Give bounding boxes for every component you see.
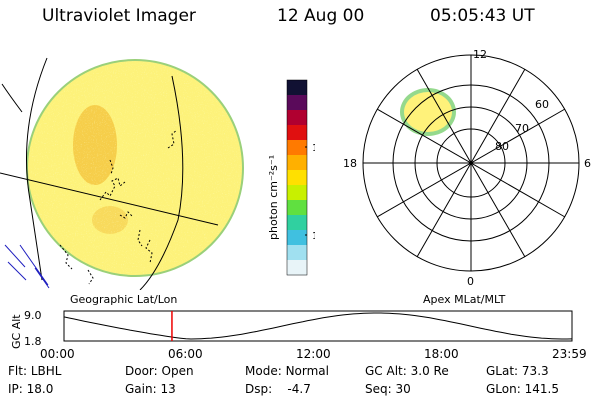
info-seq-value: 30 (395, 382, 411, 396)
time-label: 05:05:43 UT (430, 6, 535, 26)
time-tick-2: 12:00 (296, 347, 331, 361)
colorbar-stripe (287, 260, 307, 276)
altitude-curve (63, 312, 573, 340)
info-mode-label: Mode: (245, 364, 282, 378)
polar-panel-label: Apex MLat/MLT (423, 293, 506, 306)
colorbar-tick-10: 10 (312, 231, 315, 242)
mlat-label-70: 70 (515, 122, 529, 135)
info-gain-value: 13 (160, 382, 176, 396)
colorbar-stripe (287, 110, 307, 126)
info-flt-value: LBHL (30, 364, 62, 378)
info-door: Door: Open (125, 364, 194, 378)
mlat-label-60: 60 (535, 98, 549, 111)
info-gcalt: GC Alt: 3.0 Re (365, 364, 449, 378)
mlt-label-18: 18 (343, 157, 357, 170)
date-label: 12 Aug 00 (277, 6, 365, 26)
time-tick-4: 23:59 (552, 347, 587, 361)
time-tick-0: 00:00 (40, 347, 75, 361)
geo-panel-label: Geographic Lat/Lon (70, 293, 178, 306)
info-gcalt-value: 3.0 Re (410, 364, 449, 378)
colorbar-tick-100: 100 (312, 143, 315, 154)
alt-axis-title: GC Alt (10, 314, 23, 349)
colorbar-stripe (287, 230, 307, 246)
info-glat-value: 73.3 (521, 364, 549, 378)
info-gain-label: Gain: (125, 382, 157, 396)
polar-mlat-mlt-plot: 12 0 18 6 60 70 80 (343, 48, 591, 288)
info-glon: GLon: 141.5 (486, 382, 559, 396)
altitude-timeline-plot: GC Alt 9.0 1.8 00:00 06:00 12:00 18:00 2… (10, 309, 587, 361)
mlat-label-80: 80 (495, 140, 509, 153)
info-glat-label: GLat: (486, 364, 519, 378)
colorbar-stripe (287, 170, 307, 186)
colorbar-stripe (287, 95, 307, 111)
colorbar-stripe (287, 125, 307, 141)
instrument-title: Ultraviolet Imager (42, 6, 196, 26)
info-flt: Flt: LBHL (8, 364, 61, 378)
time-tick-1: 06:00 (168, 347, 203, 361)
earth-disk-image (0, 57, 244, 290)
info-mode: Mode: Normal (245, 364, 329, 378)
colorbar-stripe (287, 215, 307, 231)
info-flt-label: Flt: (8, 364, 27, 378)
alt-tick-low: 1.8 (24, 335, 42, 348)
colorbar-stripe (287, 140, 307, 156)
colorbar-stripe (287, 245, 307, 261)
colorbar-stripe (287, 200, 307, 216)
intensity-colorbar: 100 10 photon cm⁻²s⁻¹ (267, 79, 315, 276)
info-ip-label: IP: (8, 382, 23, 396)
colorbar-stripe (287, 80, 307, 96)
mlt-label-0: 0 (467, 275, 474, 288)
info-ip-value: 18.0 (26, 382, 54, 396)
info-door-label: Door: (125, 364, 158, 378)
info-gain: Gain: 13 (125, 382, 176, 396)
info-seq-label: Seq: (365, 382, 392, 396)
colorbar-stripe (287, 185, 307, 201)
colorbar-unit-label: photon cm⁻²s⁻¹ (267, 155, 280, 240)
colorbar-stripe (287, 155, 307, 171)
info-door-value: Open (161, 364, 194, 378)
info-seq: Seq: 30 (365, 382, 411, 396)
mlt-label-6: 6 (584, 157, 591, 170)
info-glat: GLat: 73.3 (486, 364, 549, 378)
info-dsp: Dsp: -4.7 (245, 382, 311, 396)
info-gcalt-label: GC Alt: (365, 364, 407, 378)
info-dsp-label: Dsp: (245, 382, 273, 396)
info-dsp-value: -4.7 (287, 382, 311, 396)
info-ip: IP: 18.0 (8, 382, 53, 396)
time-tick-3: 18:00 (424, 347, 459, 361)
alt-tick-high: 9.0 (24, 309, 42, 322)
mlt-label-12: 12 (473, 48, 487, 61)
info-mode-value: Normal (285, 364, 329, 378)
info-glon-value: 141.5 (524, 382, 559, 396)
info-glon-label: GLon: (486, 382, 521, 396)
